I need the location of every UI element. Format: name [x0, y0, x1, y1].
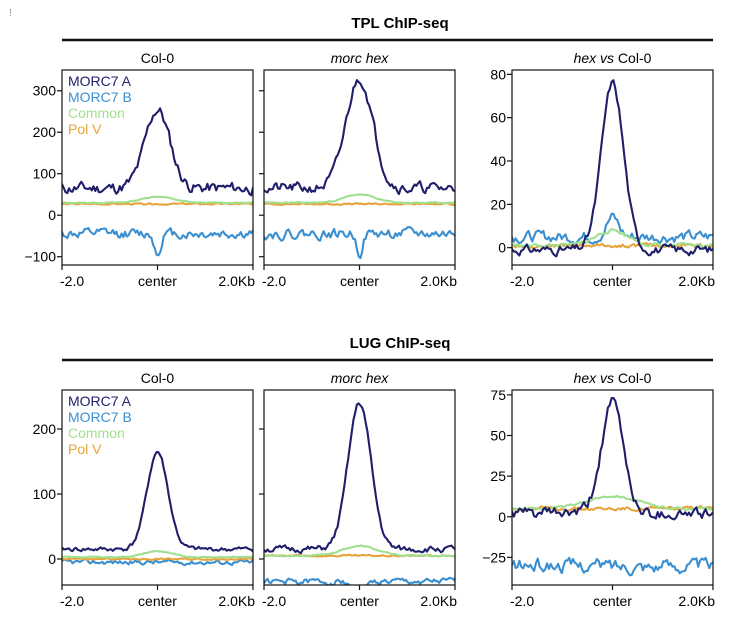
series-line-morc7-a — [264, 79, 455, 196]
series-line-morc7-a — [62, 107, 253, 197]
series-line-morc7-a — [512, 396, 713, 521]
panel-frame — [511, 389, 714, 586]
legend-entry: Common — [68, 425, 125, 441]
y-tick-label: 50 — [490, 428, 506, 444]
panel-title: hex vs Col-0 — [574, 50, 652, 66]
y-tick-label: 75 — [490, 387, 506, 403]
panel-title: Col-0 — [141, 50, 175, 66]
legend-entry: MORC7 A — [68, 73, 132, 89]
series-group — [264, 402, 455, 585]
series-line-morc7-a — [512, 79, 713, 258]
panel-title-italic-part: hex vs — [574, 50, 614, 66]
series-line-morc7-b — [264, 226, 455, 260]
panel-2-1: Col-0 0 100 200 -2.0 center 2.0Kb MORC7 AMORC7 … — [33, 370, 256, 609]
panel-title-plain-part: Col-0 — [614, 50, 652, 66]
x-tick-label: 2.0Kb — [420, 593, 457, 609]
y-tick-label: 100 — [33, 486, 57, 502]
y-tick-label: 0 — [498, 509, 506, 525]
series-group — [62, 107, 253, 257]
y-tick-label: 200 — [33, 124, 57, 140]
x-tick-label: -2.0 — [262, 593, 286, 609]
x-tick-label: 2.0Kb — [218, 593, 255, 609]
y-tick-label: 80 — [490, 66, 506, 82]
y-tick-label: 0 — [48, 551, 56, 567]
y-tick-label: 60 — [490, 110, 506, 126]
series-group — [62, 451, 253, 567]
legend-entry: MORC7 A — [68, 393, 132, 409]
panel-2-3: hex vs Col-0 −25 0 25 50 75 -2.0 center 2.0Kb — [482, 370, 715, 609]
series-line-morc7-b — [62, 557, 253, 567]
y-tick-label: 0 — [48, 207, 56, 223]
series-line-common — [264, 544, 455, 558]
block-title: TPL ChIP-seq — [351, 15, 448, 32]
series-line-morc7-a — [264, 402, 455, 555]
y-tick-label: 25 — [490, 468, 506, 484]
y-tick-label: 100 — [33, 166, 57, 182]
series-line-morc7-b — [512, 556, 713, 577]
y-tick-label: −25 — [482, 549, 506, 565]
y-tick-label: 300 — [33, 83, 57, 99]
series-line-morc7-b — [264, 576, 455, 585]
panel-2-2: morc hex -2.0 center 2.0Kb — [259, 370, 457, 609]
y-tick-label: 40 — [490, 153, 506, 169]
x-tick-label: center — [138, 593, 177, 609]
x-tick-label: center — [593, 273, 632, 289]
legend-entry: Common — [68, 105, 125, 121]
panel-title-italic-part: hex vs — [574, 370, 614, 386]
series-group — [512, 79, 713, 258]
series-line-pol-v — [62, 557, 253, 562]
series-line-morc7-b — [512, 212, 713, 245]
x-tick-label: -2.0 — [60, 273, 84, 289]
x-tick-label: center — [340, 593, 379, 609]
panel-title: Col-0 — [141, 370, 175, 386]
series-group — [512, 396, 713, 577]
series-line-common — [264, 193, 455, 205]
x-tick-label: 2.0Kb — [678, 593, 715, 609]
series-line-common — [62, 195, 253, 205]
panel-title: hex vs Col-0 — [574, 370, 652, 386]
panel-title: morc hex — [331, 50, 390, 66]
chart-block-2: LUG ChIP-seq Col-0 0 100 200 -2.0 center 2.0Kb M… — [33, 335, 716, 609]
corner-mark: ! — [9, 8, 12, 19]
panel-title-plain-part: Col-0 — [614, 370, 652, 386]
x-tick-label: 2.0Kb — [218, 273, 255, 289]
y-tick-label: 200 — [33, 421, 57, 437]
series-line-morc7-b — [62, 226, 253, 257]
x-tick-label: center — [593, 593, 632, 609]
legend-entry: MORC7 B — [68, 409, 132, 425]
series-line-pol-v — [62, 201, 253, 206]
y-tick-label: 0 — [498, 240, 506, 256]
series-line-common — [62, 549, 253, 559]
y-tick-label: −100 — [24, 249, 56, 265]
x-tick-label: 2.0Kb — [420, 273, 457, 289]
panel-1-2: morc hex -2.0 center 2.0Kb — [259, 50, 457, 289]
legend-entry: Pol V — [68, 441, 102, 457]
x-tick-label: 2.0Kb — [678, 273, 715, 289]
block-title: LUG ChIP-seq — [350, 335, 451, 352]
x-tick-label: -2.0 — [510, 273, 534, 289]
panel-title: morc hex — [331, 370, 390, 386]
y-tick-label: 20 — [490, 196, 506, 212]
legend-entry: MORC7 B — [68, 89, 132, 105]
x-tick-label: -2.0 — [60, 593, 84, 609]
x-tick-label: center — [138, 273, 177, 289]
x-tick-label: center — [340, 273, 379, 289]
series-line-morc7-a — [62, 451, 253, 553]
x-tick-label: -2.0 — [262, 273, 286, 289]
x-tick-label: -2.0 — [510, 593, 534, 609]
legend-entry: Pol V — [68, 121, 102, 137]
panel-1-1: Col-0 −100 0 100 200 300 -2.0 center 2.0Kb MORC7 … — [24, 50, 255, 289]
series-line-common — [512, 227, 713, 249]
panel-1-3: hex vs Col-0 0 20 40 60 80 -2.0 center 2.0Kb — [490, 50, 715, 289]
series-group — [264, 79, 455, 260]
